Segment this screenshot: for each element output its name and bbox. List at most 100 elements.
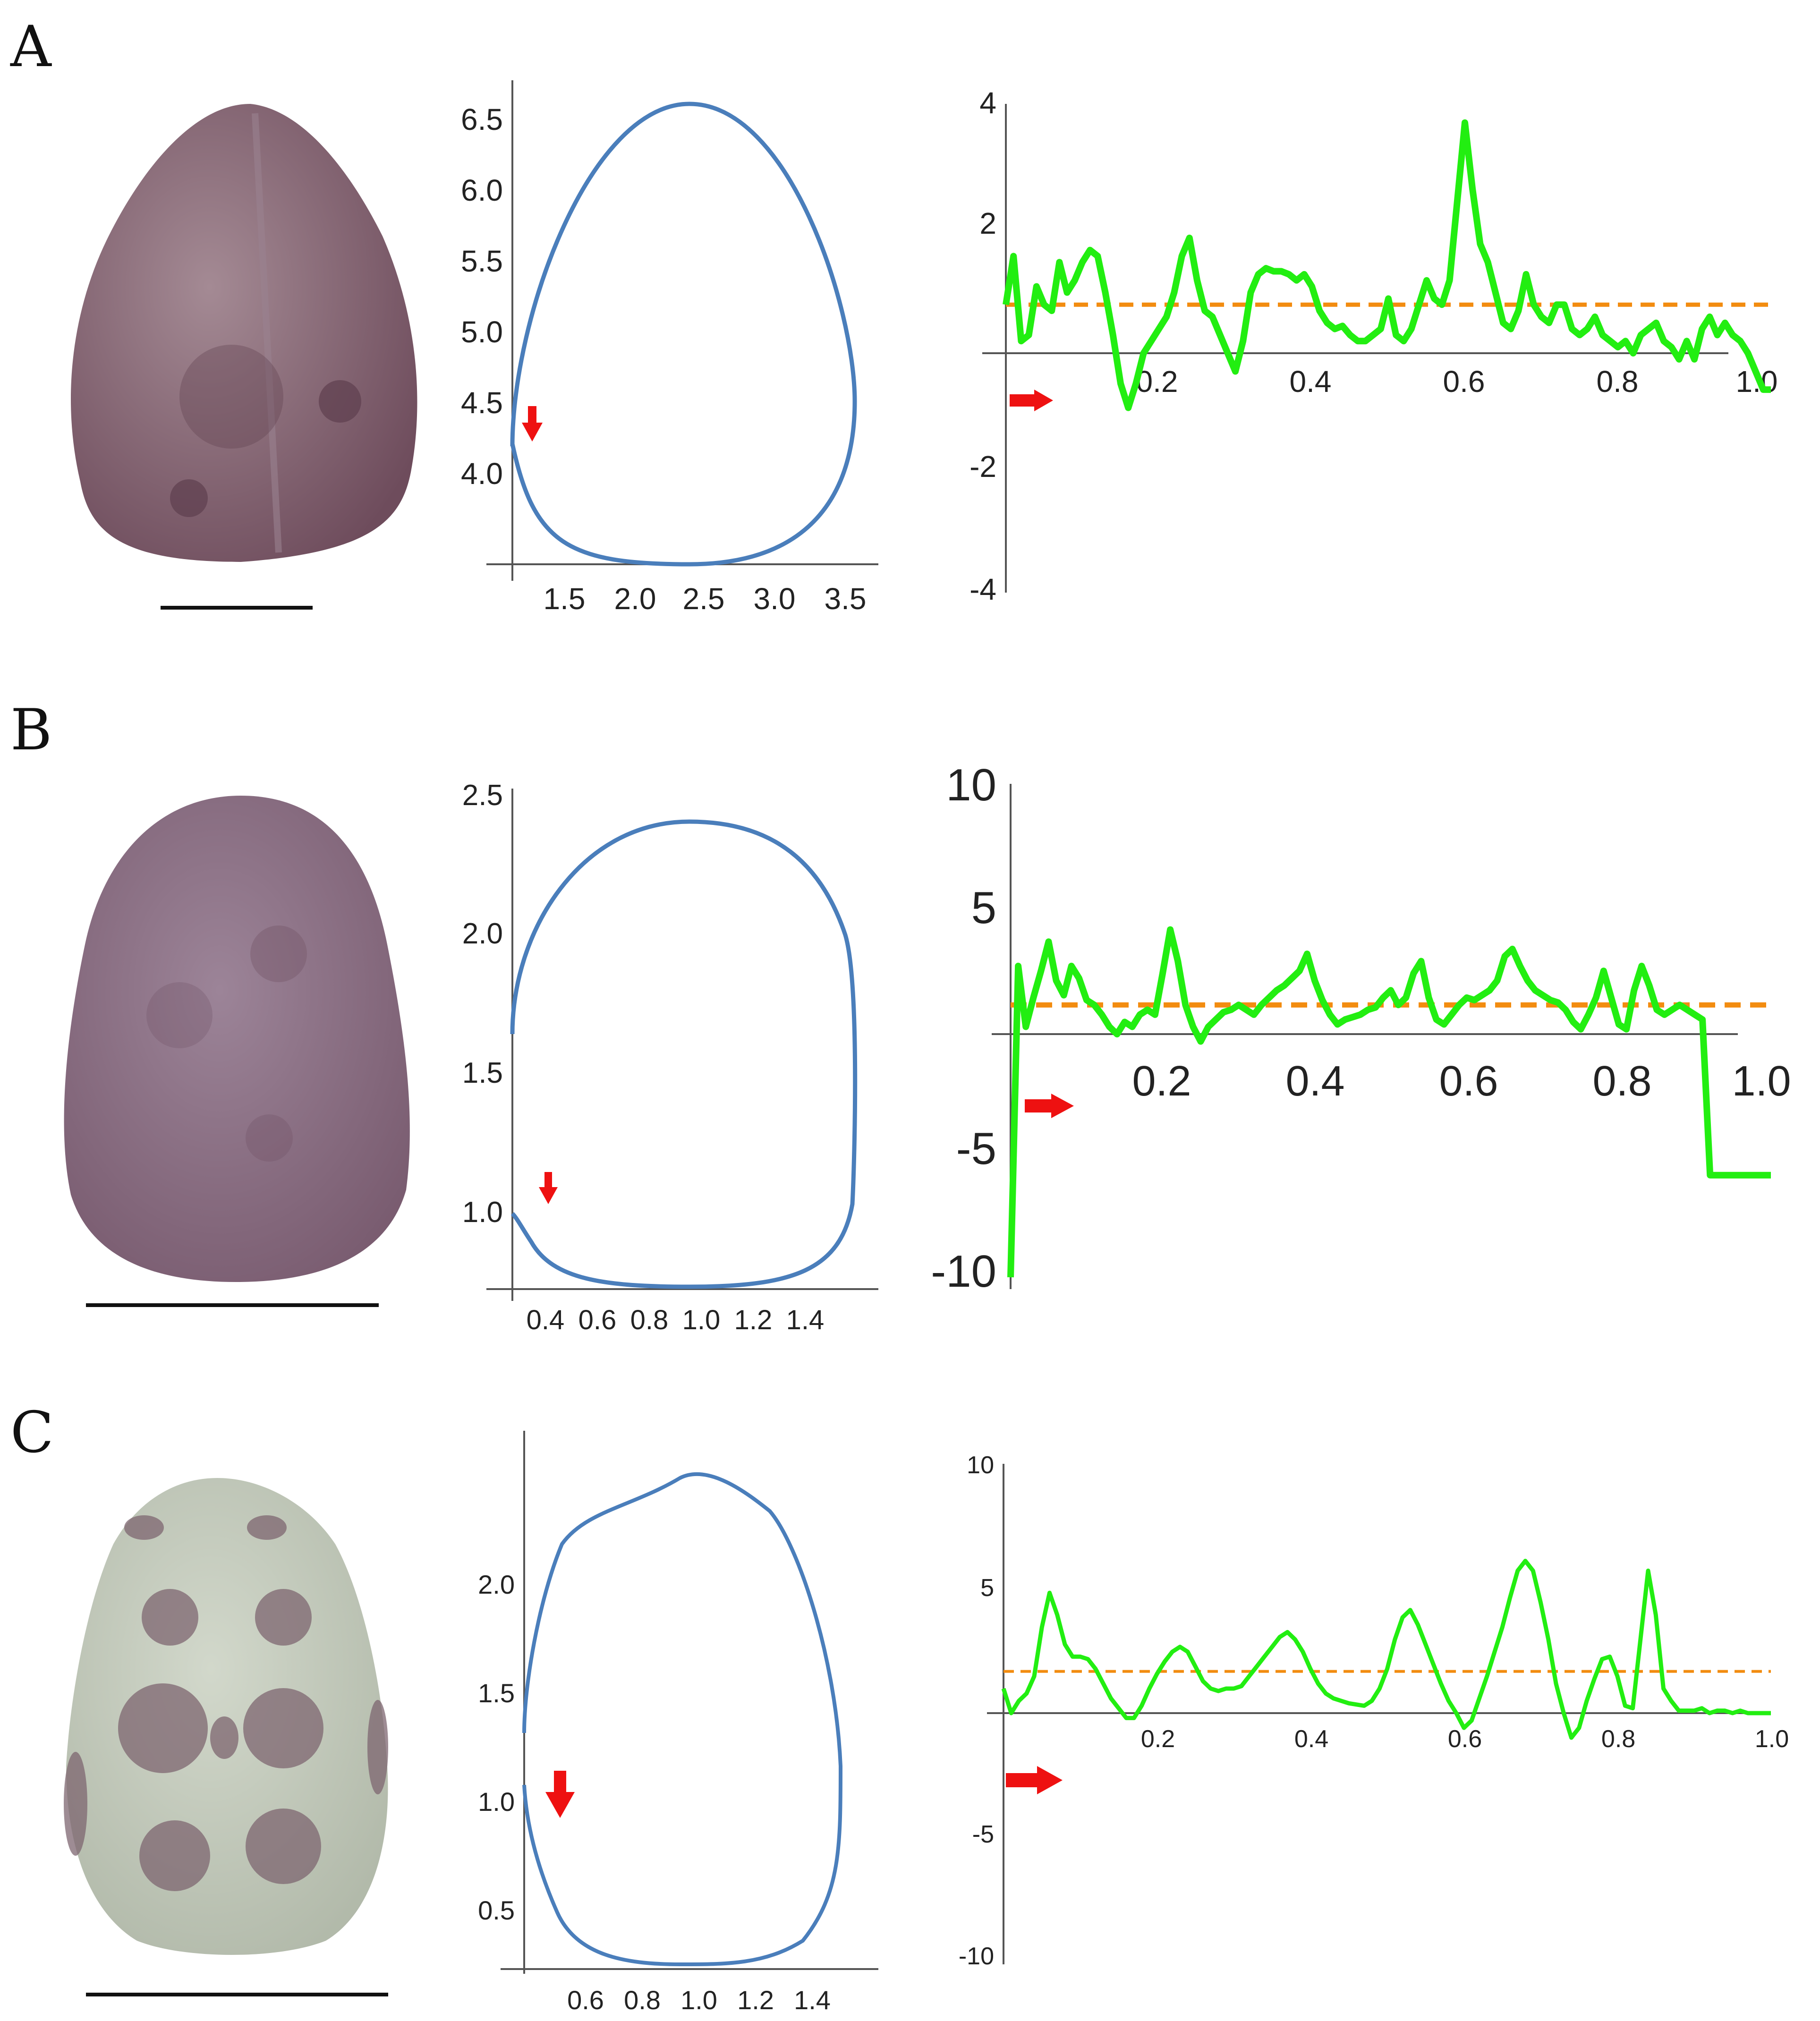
seed-spots [64,1515,388,1891]
x-tick-label: 1.2 [734,1305,773,1335]
x-tick-label: 1.0 [1755,1725,1789,1753]
x-tick-label: 2.5 [683,582,725,616]
y-tick-label: 1.0 [462,1196,503,1229]
y-tick-labels: 4.0 4.5 5.0 5.5 6.0 6.5 [461,102,503,491]
seed-ridge [252,113,282,553]
y-tick-labels: -10 -5 5 10 [931,760,996,1297]
y-tick-label: 2.0 [478,1570,515,1599]
x-tick-label: 1.0 [1732,1058,1791,1105]
arrow-icon [1010,390,1053,411]
x-tick-labels: 0.2 0.4 0.6 0.8 1.0 [1132,1058,1791,1105]
arrow-icon [522,406,543,442]
y-tick-labels: 1.0 1.5 2.0 2.5 [462,779,503,1229]
y-tick-label: 5.5 [461,244,503,278]
y-tick-label: 2.5 [462,779,503,812]
y-tick-label: 5 [971,883,996,933]
y-tick-label: -5 [972,1821,994,1848]
seed-spot [250,926,307,982]
x-tick-label: 0.6 [567,1985,604,2015]
x-tick-label: 0.6 [578,1305,617,1335]
panel-letter-b: B [10,697,52,763]
outline-plot-b: 1.0 1.5 2.0 2.5 0.4 0.6 0.8 1.0 1.2 1.4 [462,779,878,1335]
x-tick-label: 1.0 [682,1305,721,1335]
y-tick-label: 5.0 [461,315,503,349]
x-tick-labels: 0.6 0.8 1.0 1.2 1.4 [567,1985,831,2015]
x-tick-label: 0.8 [1592,1058,1651,1105]
x-tick-label: 0.8 [630,1305,669,1335]
seed-photo-c [64,1478,388,1955]
x-tick-label: 0.2 [1136,365,1178,399]
y-tick-label: 4 [979,86,996,120]
outline-plot-a: 4.0 4.5 5.0 5.5 6.0 6.5 1.5 2.0 2.5 3.0 … [461,80,878,616]
seed-spot [146,982,213,1048]
x-tick-label: 0.2 [1132,1058,1191,1105]
y-tick-labels: 0.5 1.0 1.5 2.0 [478,1570,515,1925]
y-tick-label: -10 [931,1246,996,1297]
curvature-plot-b: -10 -5 5 10 0.2 0.4 0.6 0.8 1.0 [931,760,1791,1297]
x-tick-label: 0.2 [1141,1725,1175,1753]
x-tick-label: 0.8 [1601,1725,1635,1753]
seed-outline-curve [510,819,858,1289]
curvature-plot-c: -10 -5 5 10 0.2 0.4 0.6 0.8 1.0 [959,1452,1789,1970]
y-tick-label: -5 [956,1123,996,1174]
y-tick-label: -2 [970,450,996,484]
y-tick-label: 1.5 [478,1678,515,1708]
x-tick-labels: 0.2 0.4 0.6 0.8 1.0 [1141,1725,1789,1753]
x-tick-label: 1.4 [794,1985,831,2015]
x-tick-label: 2.0 [614,582,656,616]
y-tick-label: 4.0 [461,457,503,491]
seed-spot [179,345,283,449]
seed-photo-a [71,104,417,562]
y-tick-label: 5 [980,1574,994,1602]
x-tick-label: 0.6 [1443,365,1485,399]
y-tick-label: 2 [979,206,996,240]
x-tick-label: 3.5 [825,582,867,616]
curvature-plot-a: -4 -2 2 4 0.2 0.4 0.6 0.8 1.0 [970,86,1777,606]
arrow-icon [539,1172,558,1204]
seed-body [64,796,410,1282]
x-tick-labels: 1.5 2.0 2.5 3.0 3.5 [544,582,867,616]
scale-bar-a [161,606,313,610]
y-tick-label: 6.5 [461,102,503,136]
x-tick-label: 1.4 [786,1305,825,1335]
seed-outline-curve [510,102,857,567]
scale-bar-b [86,1303,379,1307]
x-tick-label: 0.4 [527,1305,565,1335]
x-tick-label: 0.4 [1294,1725,1328,1753]
arrow-icon [1025,1094,1074,1118]
y-tick-label: 6.0 [461,173,503,207]
y-tick-label: 10 [946,760,996,810]
seed-spot [319,380,361,423]
curvature-series [1007,926,1771,1278]
x-tick-label: 1.0 [680,1985,717,2015]
seed-photo-b [64,796,410,1282]
panel-letter-c: C [10,1400,54,1466]
x-tick-labels: 0.2 0.4 0.6 0.8 1.0 [1136,365,1778,399]
y-tick-label: 2.0 [462,917,503,950]
scale-bar-c [86,1993,388,1996]
y-tick-label: 0.5 [478,1895,515,1925]
y-tick-label: 1.0 [478,1787,515,1817]
seed-outline-curve [522,1472,843,1967]
curvature-series [1001,1559,1771,1740]
x-tick-label: 0.8 [1597,365,1639,399]
y-tick-labels: -10 -5 5 10 [959,1452,994,1970]
curvature-series [1003,119,1771,411]
y-tick-label: 10 [967,1452,994,1479]
x-tick-label: 1.2 [737,1985,774,2015]
y-tick-label: 4.5 [461,386,503,420]
x-tick-label: 0.4 [1285,1058,1344,1105]
seed-spot [170,479,208,517]
arrow-icon [545,1771,575,1818]
x-tick-label: 0.6 [1439,1058,1498,1105]
arrow-icon [1006,1766,1063,1794]
y-tick-label: -10 [959,1943,994,1970]
seed-spot [246,1114,293,1162]
x-tick-label: 3.0 [754,582,796,616]
outline-plot-c: 0.5 1.0 1.5 2.0 0.6 0.8 1.0 1.2 1.4 [478,1431,878,2015]
seed-body [71,104,417,562]
x-tick-labels: 0.4 0.6 0.8 1.0 1.2 1.4 [527,1305,825,1335]
x-tick-label: 1.5 [544,582,586,616]
y-tick-labels: -4 -2 2 4 [970,86,996,606]
x-tick-label: 0.4 [1290,365,1332,399]
